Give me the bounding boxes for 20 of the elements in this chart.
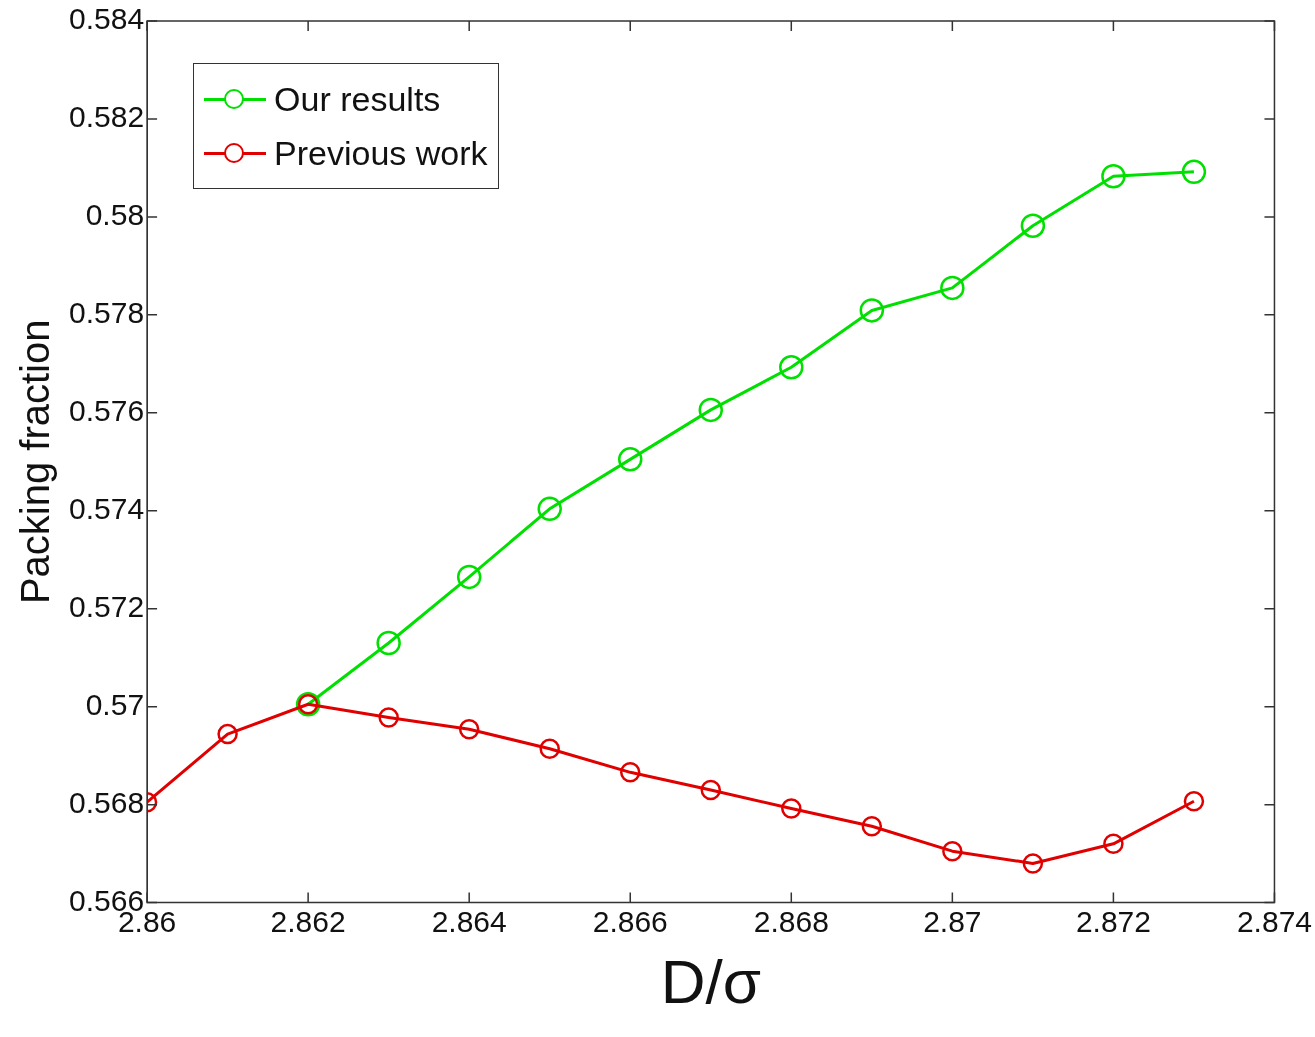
y-tick-label: 0.574 <box>69 492 145 526</box>
y-tick-label: 0.572 <box>69 590 145 623</box>
y-tick-label: 0.576 <box>69 394 145 428</box>
y-tick-label: 0.58 <box>85 198 145 232</box>
x-axis-title: D/σ <box>660 946 761 1016</box>
y-tick-label: 0.584 <box>69 2 145 36</box>
x-tick-label: 2.864 <box>431 904 507 938</box>
x-tick-label: 2.87 <box>923 904 982 938</box>
x-tick-label: 2.866 <box>592 904 668 938</box>
y-tick-label: 0.578 <box>69 296 145 330</box>
x-tick-label: 2.872 <box>1075 904 1151 938</box>
y-axis-title: Packing fraction <box>13 319 58 605</box>
y-tick-label: 0.568 <box>69 785 145 819</box>
x-tick-label: 2.874 <box>1236 904 1312 938</box>
legend-label: Our results <box>274 79 441 119</box>
x-tick-label: 2.862 <box>270 904 346 938</box>
y-tick-label: 0.582 <box>69 100 145 134</box>
legend-label: Previous work <box>274 133 488 173</box>
y-tick-label: 0.57 <box>85 687 145 721</box>
x-tick-label: 2.868 <box>753 904 829 938</box>
